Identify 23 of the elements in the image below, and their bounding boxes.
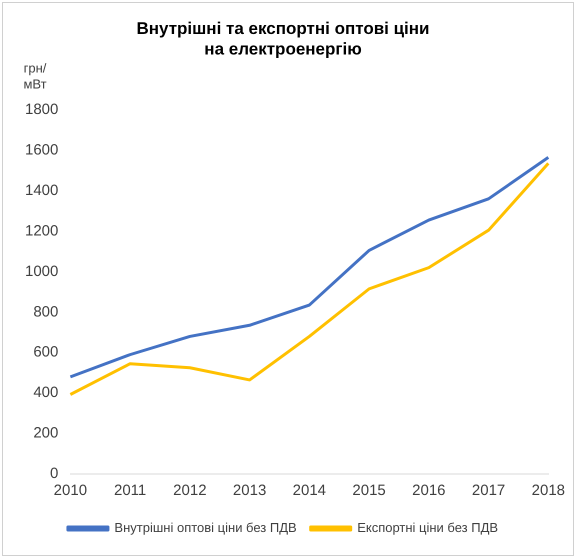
x-tick-label: 2013 [232,482,266,500]
x-tick-label: 2016 [412,482,446,500]
y-tick-label: 600 [33,344,58,361]
y-tick-label: 1400 [24,182,58,199]
legend-label: Експортні ціни без ПДВ [357,520,498,536]
y-tick-label: 800 [33,303,58,320]
x-tick-label: 2018 [532,482,566,500]
x-tick-label: 2014 [292,482,326,500]
y-axis-title: грн/ мВт [23,60,47,92]
legend-label: Внутрішні оптові ціни без ПДВ [114,520,297,536]
y-tick-label: 1200 [24,222,58,240]
x-tick-label: 2010 [54,482,88,500]
y-tick-label: 1000 [24,262,58,280]
chart-title: Внутрішні та експортні оптові ціни на електроенергію [136,18,430,58]
x-tick-label: 2015 [352,482,386,500]
x-tick-label: 2017 [472,482,506,500]
x-tick-label: 2011 [114,482,146,500]
y-tick-label: 0 [50,465,58,482]
x-tick-label: 2012 [173,482,207,500]
y-tick-label: 200 [33,424,58,442]
y-tick-label: 400 [33,384,58,402]
y-tick-label: 1600 [24,141,58,158]
y-tick-label: 1800 [24,100,58,118]
